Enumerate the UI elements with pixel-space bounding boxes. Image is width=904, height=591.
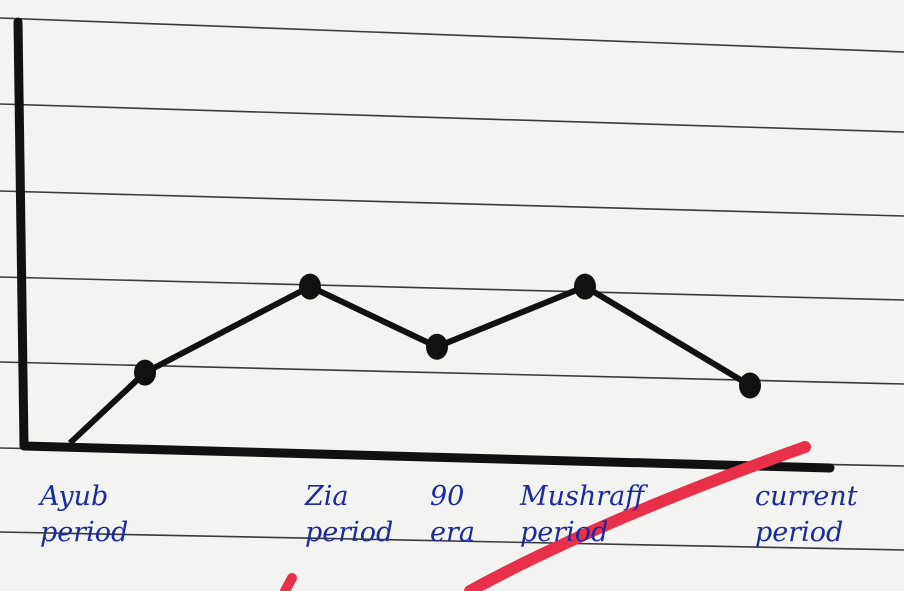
x-tick-label-line: Zia bbox=[304, 481, 349, 512]
x-tick-label: Mushraff period bbox=[519, 481, 648, 548]
paper-rule bbox=[0, 190, 904, 217]
data-point bbox=[739, 372, 761, 399]
paper-rule bbox=[0, 103, 904, 133]
x-tick-label-line: current bbox=[755, 481, 858, 512]
data-line bbox=[67, 283, 752, 446]
x-tick-label-line: Ayub bbox=[37, 481, 108, 512]
paper-rule bbox=[0, 276, 904, 301]
x-tick-label: Zia period bbox=[304, 481, 393, 548]
axes bbox=[13, 17, 835, 473]
x-tick-label-line: Mushraff bbox=[519, 481, 648, 512]
data-point bbox=[426, 333, 448, 360]
x-tick-label-line: period bbox=[755, 517, 843, 548]
x-tick-label-line: 90 bbox=[430, 481, 464, 512]
x-tick-label: 90 era bbox=[430, 481, 475, 548]
x-tick-label-line: era bbox=[430, 517, 475, 548]
red-strike bbox=[464, 441, 811, 591]
x-tick-label-line: period bbox=[305, 517, 393, 548]
data-point bbox=[134, 359, 156, 386]
x-tick-label: Ayub period bbox=[37, 481, 128, 548]
data-point bbox=[574, 273, 596, 300]
paper-rule bbox=[0, 17, 904, 53]
red-strike bbox=[280, 573, 297, 591]
paper-rule bbox=[0, 531, 904, 551]
x-tick-label-line: period bbox=[520, 517, 608, 548]
data-point bbox=[299, 273, 321, 300]
x-tick-label-line: period bbox=[40, 517, 128, 548]
x-tick-label: current period bbox=[755, 481, 858, 548]
